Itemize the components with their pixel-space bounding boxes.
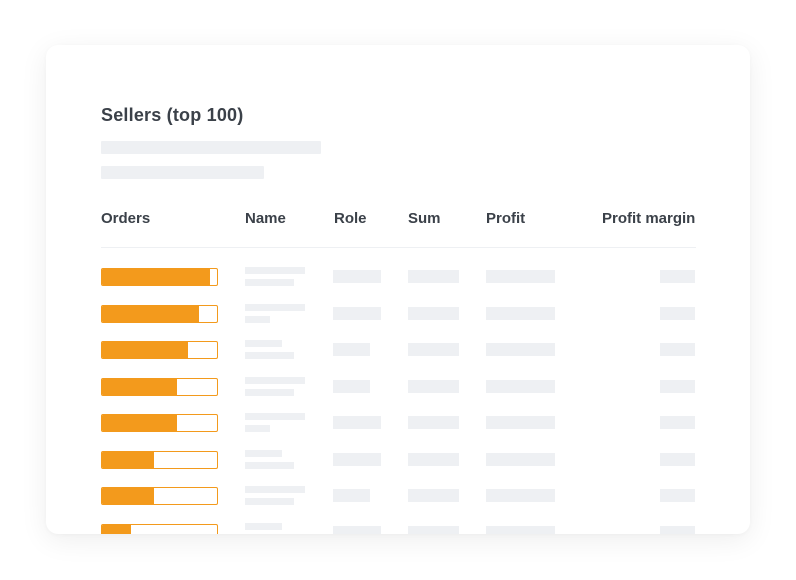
profit-margin-placeholder	[660, 453, 695, 466]
profit-placeholder	[486, 307, 555, 320]
name-placeholder-line-1	[245, 523, 282, 530]
orders-progress-fill	[102, 306, 199, 322]
orders-progress-fill	[102, 342, 189, 358]
orders-progress-bar	[101, 378, 218, 396]
orders-progress-bar	[101, 487, 218, 505]
table-row[interactable]	[46, 413, 750, 433]
orders-progress-fill	[102, 269, 211, 285]
name-placeholder-line-2	[245, 498, 294, 505]
column-header-orders[interactable]: Orders	[101, 210, 151, 227]
table-row[interactable]	[46, 486, 750, 506]
name-placeholder-line-2	[245, 316, 270, 323]
role-placeholder	[333, 270, 381, 283]
orders-progress-fill	[102, 488, 154, 504]
role-placeholder	[333, 453, 381, 466]
orders-progress-fill	[102, 415, 177, 431]
role-placeholder	[333, 307, 381, 320]
table-row[interactable]	[46, 340, 750, 360]
name-placeholder-line-1	[245, 304, 305, 311]
role-placeholder	[333, 380, 370, 393]
column-header-role[interactable]: Role	[334, 210, 367, 227]
sum-placeholder	[408, 489, 459, 502]
column-header-name[interactable]: Name	[245, 210, 286, 227]
profit-margin-placeholder	[660, 307, 695, 320]
orders-progress-bar	[101, 305, 218, 323]
column-header-profit-margin[interactable]: Profit margin	[602, 210, 696, 227]
profit-placeholder	[486, 343, 555, 356]
column-header-profit[interactable]: Profit	[486, 210, 526, 227]
table-row[interactable]	[46, 377, 750, 397]
header-divider	[101, 247, 696, 248]
profit-placeholder	[486, 416, 555, 429]
profit-placeholder	[486, 526, 555, 534]
role-placeholder	[333, 526, 381, 534]
sum-placeholder	[408, 453, 459, 466]
orders-progress-fill	[102, 452, 154, 468]
profit-margin-placeholder	[660, 416, 695, 429]
subtitle-placeholder-line-2	[101, 166, 264, 179]
role-placeholder	[333, 489, 370, 502]
name-placeholder-line-2	[245, 389, 294, 396]
orders-progress-bar	[101, 268, 218, 286]
profit-margin-placeholder	[660, 270, 695, 283]
orders-progress-bar	[101, 341, 218, 359]
table-row[interactable]	[46, 304, 750, 324]
name-placeholder-line-2	[245, 462, 294, 469]
name-placeholder-line-1	[245, 486, 305, 493]
name-placeholder-line-1	[245, 377, 305, 384]
column-header-sum[interactable]: Sum	[408, 210, 441, 227]
table-row[interactable]	[46, 523, 750, 534]
sum-placeholder	[408, 416, 459, 429]
profit-placeholder	[486, 453, 555, 466]
profit-margin-placeholder	[660, 380, 695, 393]
table-row[interactable]	[46, 267, 750, 287]
name-placeholder-line-2	[245, 352, 294, 359]
orders-progress-fill	[102, 379, 177, 395]
role-placeholder	[333, 343, 370, 356]
profit-placeholder	[486, 489, 555, 502]
profit-margin-placeholder	[660, 343, 695, 356]
name-placeholder-line-1	[245, 413, 305, 420]
sellers-card: Sellers (top 100) Orders Name Role Sum P…	[46, 45, 750, 534]
name-placeholder-line-1	[245, 450, 282, 457]
name-placeholder-line-2	[245, 279, 294, 286]
table-row[interactable]	[46, 450, 750, 470]
profit-placeholder	[486, 270, 555, 283]
orders-progress-bar	[101, 451, 218, 469]
profit-margin-placeholder	[660, 526, 695, 534]
sum-placeholder	[408, 307, 459, 320]
name-placeholder-line-2	[245, 425, 270, 432]
orders-progress-bar	[101, 524, 218, 534]
subtitle-placeholder-line-1	[101, 141, 321, 154]
profit-placeholder	[486, 380, 555, 393]
sum-placeholder	[408, 270, 459, 283]
role-placeholder	[333, 416, 381, 429]
card-title: Sellers (top 100)	[101, 105, 244, 125]
sum-placeholder	[408, 343, 459, 356]
orders-progress-bar	[101, 414, 218, 432]
name-placeholder-line-1	[245, 340, 282, 347]
sum-placeholder	[408, 380, 459, 393]
sum-placeholder	[408, 526, 459, 534]
name-placeholder-line-1	[245, 267, 305, 274]
orders-progress-fill	[102, 525, 131, 534]
profit-margin-placeholder	[660, 489, 695, 502]
